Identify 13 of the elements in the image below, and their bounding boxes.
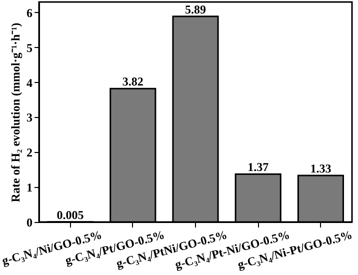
y-tick-label: 2	[26, 146, 32, 160]
y-tick-label: 3	[26, 110, 32, 125]
y-tick-label: 6	[26, 6, 32, 20]
data-label: 3.82	[122, 74, 144, 89]
data-label: 5.89	[185, 2, 206, 16]
data-label: 1.33	[310, 162, 332, 176]
data-label: 0.005	[56, 208, 84, 222]
y-axis-title: Rate of H₂ evolution (mmol·g⁻¹·h⁻¹)	[8, 22, 22, 202]
y-tick-label: 1	[26, 180, 32, 195]
y-tick-label: 5	[26, 40, 32, 55]
y-tick-label: 0	[26, 216, 32, 230]
data-label: 1.37	[248, 160, 269, 174]
y-tick-label: 4	[26, 76, 32, 90]
